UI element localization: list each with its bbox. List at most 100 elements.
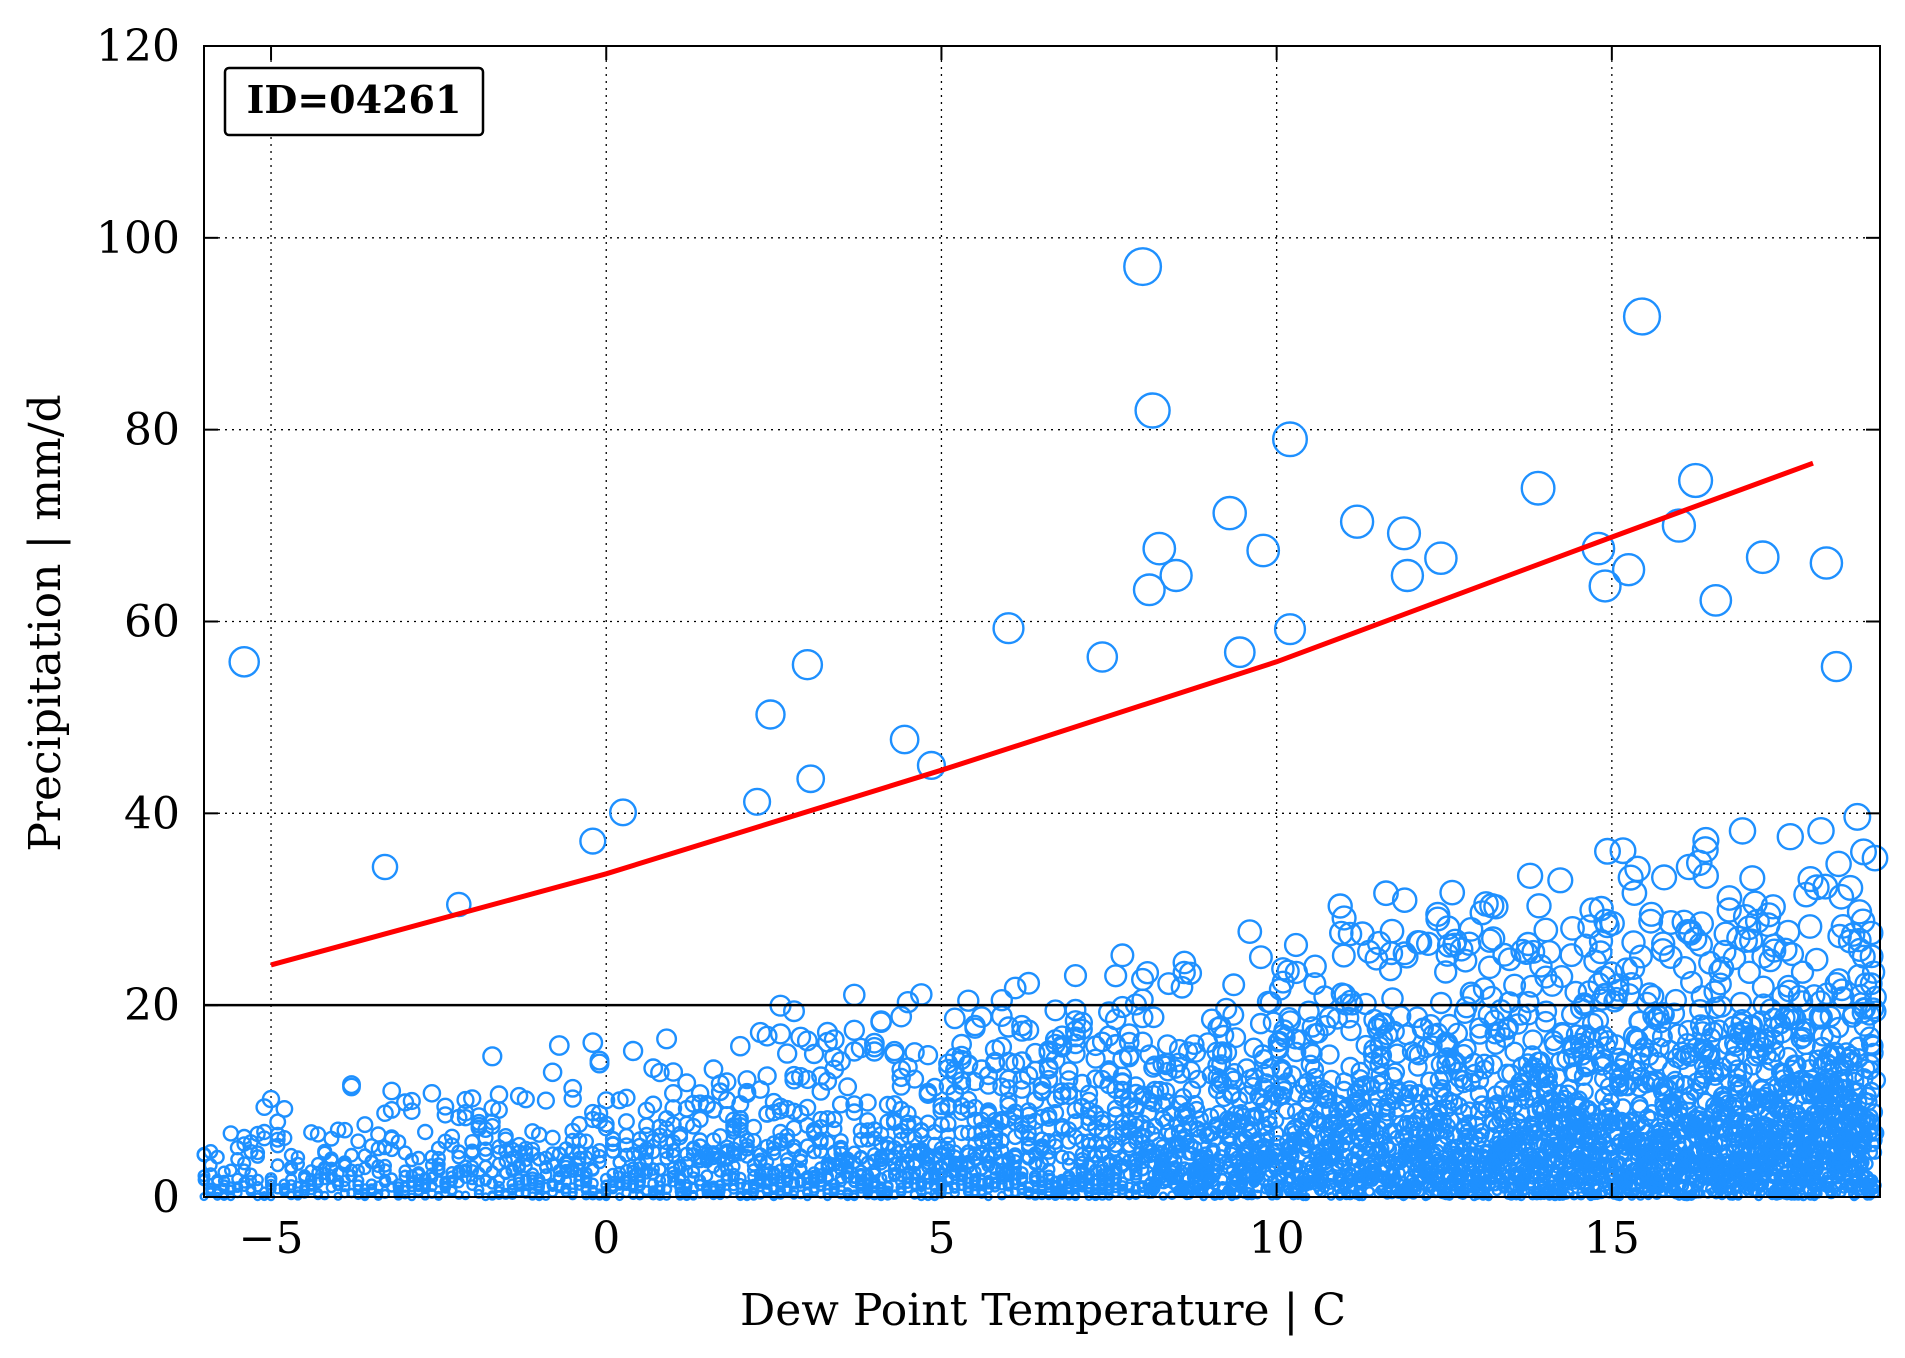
data-point (1303, 954, 1327, 979)
data-point (1144, 1125, 1161, 1142)
data-point (431, 1157, 446, 1172)
data-point (224, 1181, 237, 1193)
x-tick-label: 5 (927, 1213, 955, 1264)
data-point (992, 612, 1025, 645)
data-point (850, 1037, 872, 1059)
data-point (1229, 1113, 1247, 1131)
data-point (1378, 957, 1403, 982)
data-point (548, 1035, 570, 1056)
data-point (344, 1163, 359, 1178)
data-point (1319, 1044, 1340, 1065)
data-point (1222, 973, 1246, 997)
data-point (1059, 1070, 1079, 1090)
data-point (356, 1116, 374, 1134)
data-point (1102, 1173, 1116, 1186)
data-point (1049, 1175, 1062, 1188)
data-point (691, 1110, 709, 1129)
data-point (397, 1145, 413, 1161)
data-point (1429, 991, 1453, 1015)
data-point (1273, 613, 1307, 646)
data-point (677, 1073, 697, 1093)
data-point (303, 1124, 320, 1141)
data-point (366, 1183, 378, 1195)
data-point (1142, 1006, 1165, 1029)
annotation-box: ID=04261 (223, 66, 485, 137)
grid-lines (204, 45, 1880, 1198)
data-point (686, 1165, 701, 1179)
data-point (1008, 1173, 1022, 1186)
data-point (1123, 1181, 1135, 1194)
data-point (390, 1134, 407, 1150)
data-point (941, 1174, 955, 1188)
data-point (571, 1132, 588, 1149)
data-point (1424, 541, 1458, 576)
data-point (371, 1159, 386, 1174)
data-point (605, 1143, 621, 1159)
data-point (1588, 569, 1622, 603)
data-point (1028, 1155, 1043, 1170)
data-point (1188, 1069, 1208, 1089)
data-point (539, 1168, 553, 1182)
data-point (990, 989, 1013, 1012)
data-point (808, 1182, 820, 1194)
data-point (261, 1089, 281, 1109)
data-point (737, 1082, 757, 1102)
data-point (1112, 1072, 1132, 1093)
data-point (958, 1055, 979, 1076)
data-point (1220, 1067, 1241, 1087)
data-point (1135, 961, 1160, 985)
data-point (761, 1183, 773, 1195)
data-point (1843, 802, 1872, 831)
data-point (222, 1125, 240, 1142)
data-point (917, 1044, 939, 1066)
data-point (463, 1089, 482, 1108)
data-point (1690, 985, 1714, 1008)
y-tick-label: 120 (96, 21, 180, 72)
data-point (1334, 1080, 1354, 1100)
data-point (830, 1051, 851, 1072)
x-tick-label: 10 (1249, 1213, 1305, 1264)
data-point (1340, 1019, 1362, 1042)
data-point (1132, 1031, 1154, 1053)
data-point (618, 1127, 635, 1145)
y-axis-title: Precipitation | mm/d (20, 394, 71, 851)
data-point (270, 1158, 285, 1173)
data-point (422, 1084, 442, 1103)
data-point (1122, 1167, 1136, 1182)
data-point (793, 1153, 808, 1169)
data-point (451, 1149, 467, 1165)
data-point (660, 1173, 673, 1187)
data-point (1041, 1162, 1056, 1177)
data-point (378, 1158, 393, 1173)
data-point (1153, 1095, 1172, 1114)
data-point (989, 1181, 1001, 1193)
data-point (237, 1156, 252, 1171)
data-point (952, 1075, 972, 1095)
data-point (1820, 650, 1853, 683)
data-point (1130, 967, 1155, 992)
data-point (1283, 932, 1309, 958)
data-point (1064, 998, 1087, 1021)
data-point (823, 1029, 845, 1051)
data-point (787, 1176, 801, 1189)
scatter-points (196, 247, 1889, 1202)
data-point (671, 1129, 689, 1146)
data-point (1391, 887, 1418, 914)
data-point (402, 1102, 421, 1120)
data-point (925, 1077, 945, 1097)
data-point (831, 1095, 850, 1114)
data-point (1664, 988, 1688, 1012)
data-point (798, 1098, 817, 1117)
data-point (739, 1132, 756, 1149)
data-point (978, 1075, 998, 1095)
data-point (1699, 584, 1733, 617)
axis-ticks (204, 45, 1880, 1198)
data-point (1003, 976, 1027, 1000)
data-point (1093, 1114, 1111, 1132)
data-point (609, 798, 638, 827)
data-point (1069, 1174, 1082, 1188)
data-point (777, 1043, 798, 1064)
data-point (674, 1178, 687, 1191)
data-point (592, 1149, 607, 1164)
data-point (617, 1113, 635, 1131)
